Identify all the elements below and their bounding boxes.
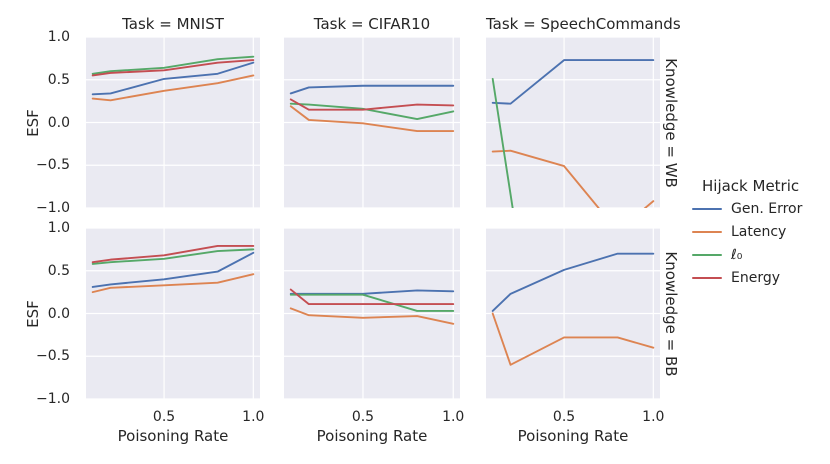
series-line--: [91, 55, 255, 75]
legend-label: Latency: [731, 224, 787, 240]
series-line-energy: [289, 288, 455, 306]
legend-label: ℓ₀: [731, 247, 743, 263]
y-tick-label: −0.5: [36, 348, 70, 365]
plot-panel-speechcommands-wb: [486, 37, 660, 208]
series-line--: [491, 77, 514, 208]
x-tick-label: 0.5: [552, 409, 576, 425]
series-line-energy: [91, 245, 255, 264]
series-line-latency: [289, 105, 455, 133]
series-line-latency: [289, 307, 455, 325]
legend-swatch-energy: [692, 277, 722, 280]
x-tick-label: 1.0: [242, 409, 265, 425]
facet-row-label-bb: Knowledge = BB: [662, 250, 680, 377]
plot-panel-mnist-bb: [86, 228, 260, 399]
y-tick-label: 0.5: [47, 71, 70, 88]
legend-swatch-gen-error: [692, 208, 722, 211]
legend-swatch--: [692, 254, 722, 257]
legend-label: Gen. Error: [731, 201, 803, 217]
plot-panel-mnist-wb: [86, 37, 260, 208]
y-tick-label: 1.0: [47, 29, 70, 45]
y-tick-label: 0.0: [47, 305, 70, 322]
series-line-energy: [91, 59, 255, 77]
y-tick-label: −0.5: [36, 157, 70, 174]
series-line-gen-error: [91, 251, 255, 288]
plot-area: [284, 228, 460, 399]
y-tick-label: 0.0: [47, 114, 70, 131]
plot-area: [486, 228, 660, 399]
series-line-energy: [289, 98, 455, 111]
facet-row-label-wb: Knowledge = WB: [662, 57, 680, 188]
y-tick-label: 0.5: [47, 262, 70, 279]
plot-area: [86, 37, 260, 208]
y-tick-label: −1.0: [36, 391, 70, 407]
plot-panel-cifar10-bb: [284, 228, 460, 399]
x-axis-label: Poisoning Rate: [316, 427, 428, 445]
series-line-gen-error: [91, 61, 255, 96]
facet-col-title-cifar10: Task = CIFAR10: [313, 15, 431, 33]
series-line-latency: [91, 273, 255, 294]
x-tick-label: 1.0: [442, 409, 465, 425]
facet-col-title-mnist: Task = MNIST: [122, 15, 224, 33]
series-line-latency: [91, 74, 255, 102]
series-line--: [91, 248, 255, 265]
x-tick-label: 0.5: [351, 409, 375, 425]
x-tick-label: 1.0: [642, 409, 665, 425]
series-line-gen-error: [289, 84, 455, 95]
x-axis-label: Poisoning Rate: [117, 427, 229, 445]
series-line-gen-error: [491, 59, 655, 105]
plot-area: [86, 228, 260, 399]
legend-title: Hijack Metric: [702, 177, 800, 195]
plot-area: [486, 37, 660, 208]
legend-swatch-latency: [692, 231, 722, 234]
legend-label: Energy: [731, 270, 781, 286]
plot-panel-cifar10-wb: [284, 37, 460, 208]
y-tick-label: 1.0: [47, 220, 70, 236]
x-axis-label: Poisoning Rate: [517, 427, 629, 445]
x-tick-label: 0.5: [152, 409, 176, 425]
y-tick-label: −1.0: [36, 200, 70, 216]
series-line--: [289, 293, 455, 312]
plot-panel-speechcommands-bb: [486, 228, 660, 399]
series-line-latency: [491, 312, 655, 366]
series-line-gen-error: [491, 252, 655, 312]
facet-col-title-speechcommands: Task = SpeechCommands: [486, 15, 681, 33]
plot-area: [284, 37, 460, 208]
